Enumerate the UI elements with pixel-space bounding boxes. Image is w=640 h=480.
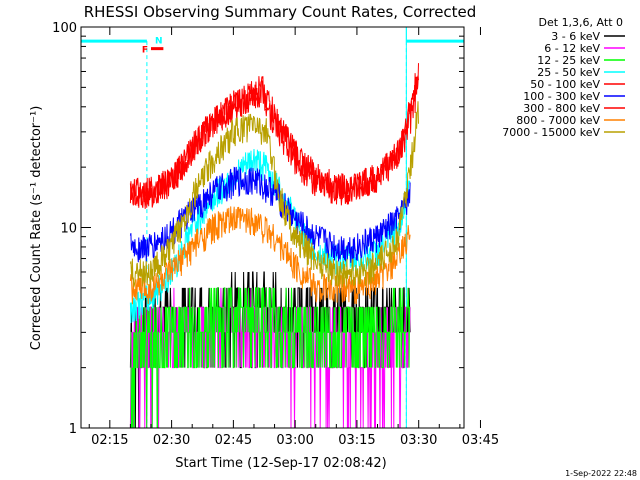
legend-entry-label: 100 - 300 keV	[523, 90, 600, 103]
x-tick-label: 02:30	[153, 433, 190, 448]
legend-entry-label: 800 - 7000 keV	[516, 114, 600, 127]
series-line-7	[129, 75, 419, 208]
legend-entry-label: 3 - 6 keV	[551, 30, 600, 43]
x-tick-label: 02:15	[91, 433, 128, 448]
x-tick-label: 03:15	[338, 433, 375, 448]
legend-entry-label: 25 - 50 keV	[537, 66, 600, 79]
flare-flag-label: F	[142, 46, 148, 56]
x-tick-label: 03:00	[276, 433, 313, 448]
legend-entry-label: 7000 - 15000 keV	[502, 126, 600, 139]
x-tick-label: 02:45	[215, 433, 252, 448]
x-axis-label: Start Time (12-Sep-17 02:08:42)	[175, 456, 386, 471]
legend-entry-label: 12 - 25 keV	[537, 54, 600, 67]
series-line-9	[129, 101, 419, 288]
generation-timestamp: 1-Sep-2022 22:48	[565, 469, 637, 478]
x-axis: 02:15 02:30 02:45 03:00 03:15 03:30 03:45	[88, 27, 499, 448]
y-tick-label: 100	[52, 21, 77, 36]
x-tick-label: 03:30	[400, 433, 437, 448]
x-tick-label: 03:45	[462, 433, 499, 448]
series-line-8	[129, 206, 411, 305]
y-axis: 1 10 100	[52, 21, 464, 437]
legend-entry-label: 6 - 12 keV	[544, 42, 600, 55]
chart-title: RHESSI Observing Summary Count Rates, Co…	[84, 3, 477, 21]
y-tick-label: 1	[69, 422, 77, 437]
night-flag-label: N	[155, 37, 163, 47]
y-axis-label: Corrected Count Rate (s⁻¹ detector⁻¹)	[29, 106, 44, 351]
plot-area: FN	[81, 27, 465, 429]
legend-entry-label: 300 - 800 keV	[523, 102, 600, 115]
series-line-3	[130, 287, 411, 429]
y-tick-label: 10	[60, 222, 77, 237]
legend-header: Det 1,3,6, Att 0	[539, 16, 623, 29]
legend-entry-label: 50 - 100 keV	[530, 78, 600, 91]
